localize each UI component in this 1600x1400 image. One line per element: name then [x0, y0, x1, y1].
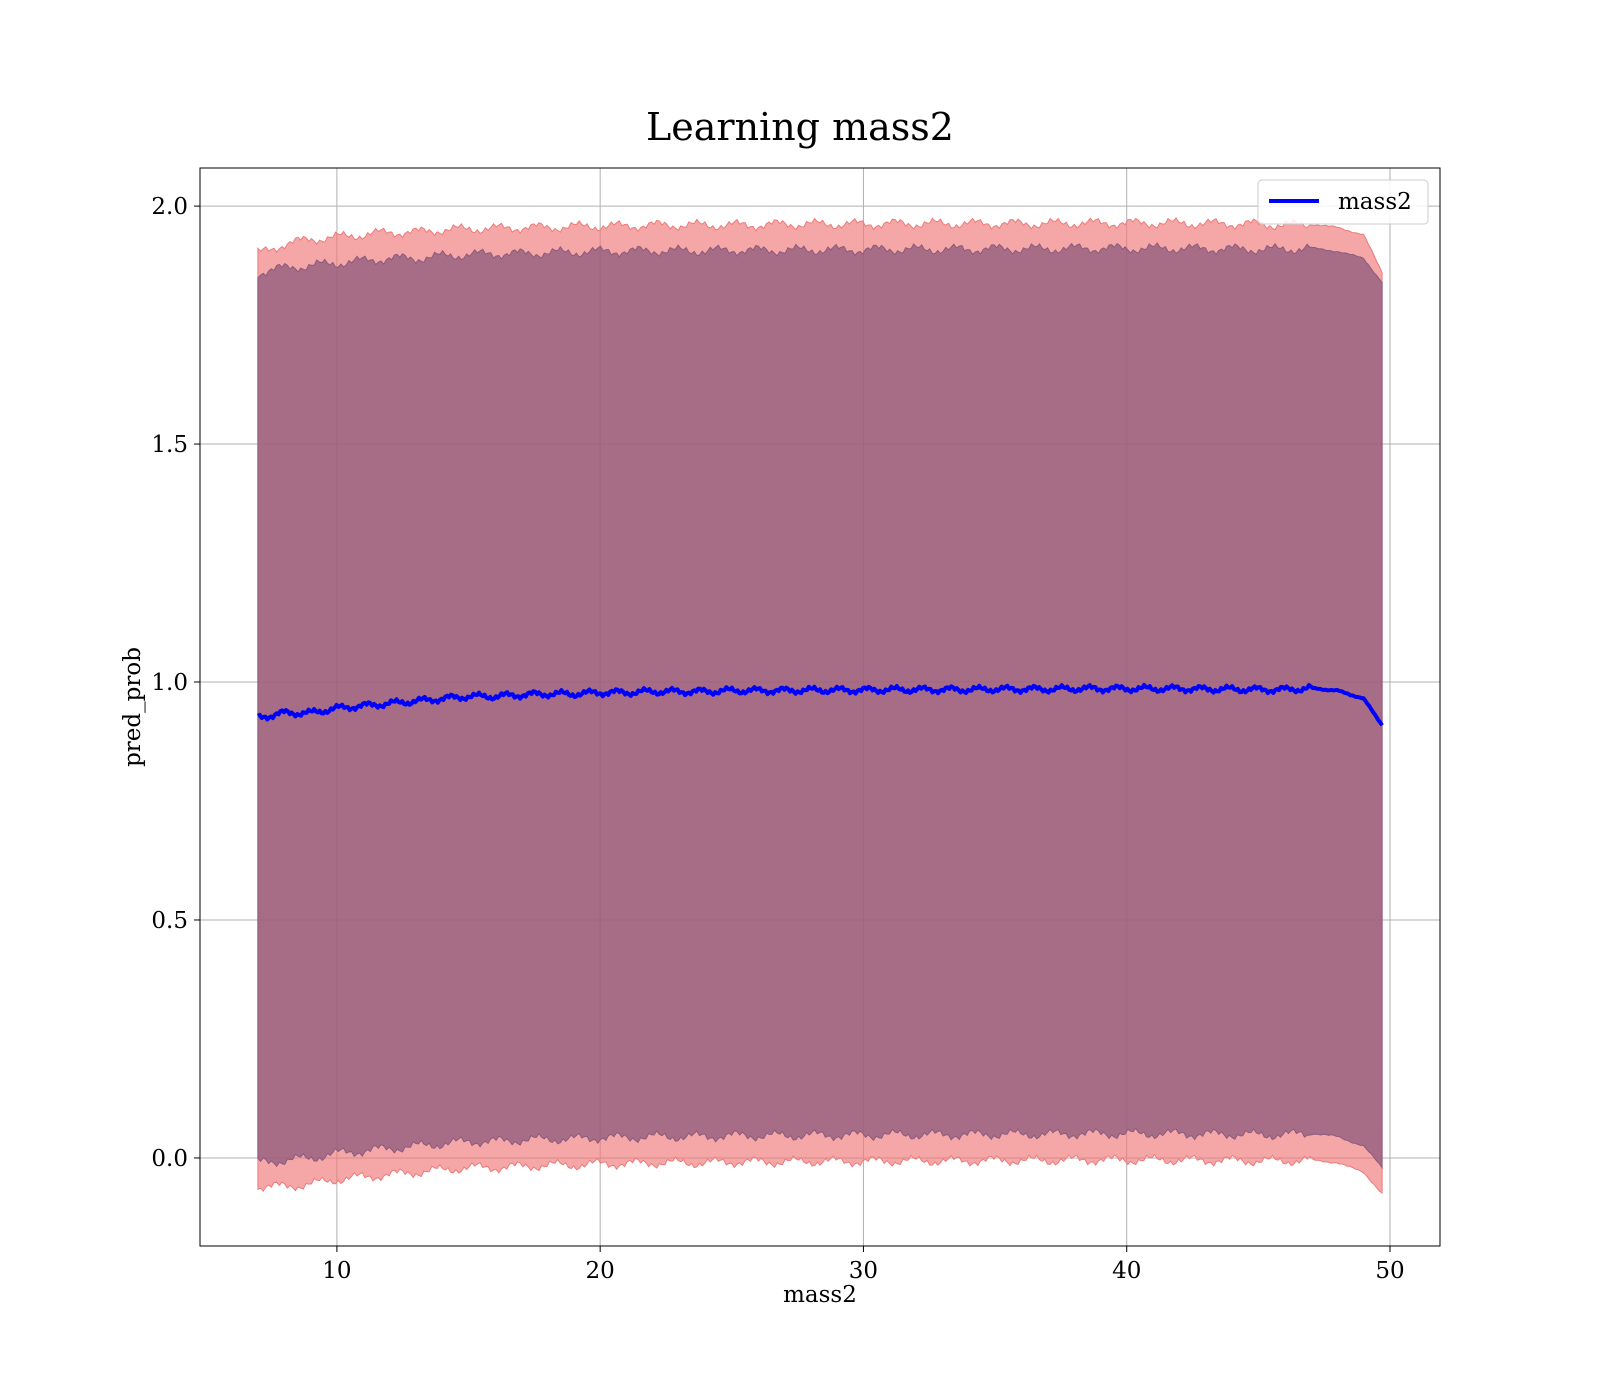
x-tick-label: 20 — [586, 1258, 615, 1284]
y-tick-label: 1.0 — [151, 670, 188, 696]
plot-frame — [199, 167, 1441, 1247]
y-tick-label: 0.0 — [151, 1146, 188, 1172]
y-tick-label: 1.5 — [151, 432, 188, 458]
series-line-mass2 — [256, 682, 1384, 727]
x-tick-label: 40 — [1112, 1258, 1141, 1284]
legend-label: mass2 — [1338, 189, 1412, 215]
series-lines — [256, 682, 1384, 727]
bands — [257, 216, 1383, 1194]
legend-box — [1257, 179, 1429, 225]
band-inner — [257, 242, 1383, 1170]
chart-title: Learning mass2 — [646, 105, 954, 149]
x-tick-label: 30 — [849, 1258, 878, 1284]
x-axis-label: mass2 — [783, 1282, 857, 1308]
x-tick-label: 50 — [1375, 1258, 1404, 1284]
axis-ticks: 10 20 30 40 50 0.0 0.5 1.0 1.5 2.0 — [151, 194, 1404, 1284]
y-tick-label: 2.0 — [151, 194, 188, 220]
x-tick-label: 10 — [322, 1258, 351, 1284]
y-axis-label: pred_prob — [120, 647, 146, 767]
y-tick-label: 0.5 — [151, 908, 188, 934]
legend: mass2 — [1257, 179, 1429, 225]
